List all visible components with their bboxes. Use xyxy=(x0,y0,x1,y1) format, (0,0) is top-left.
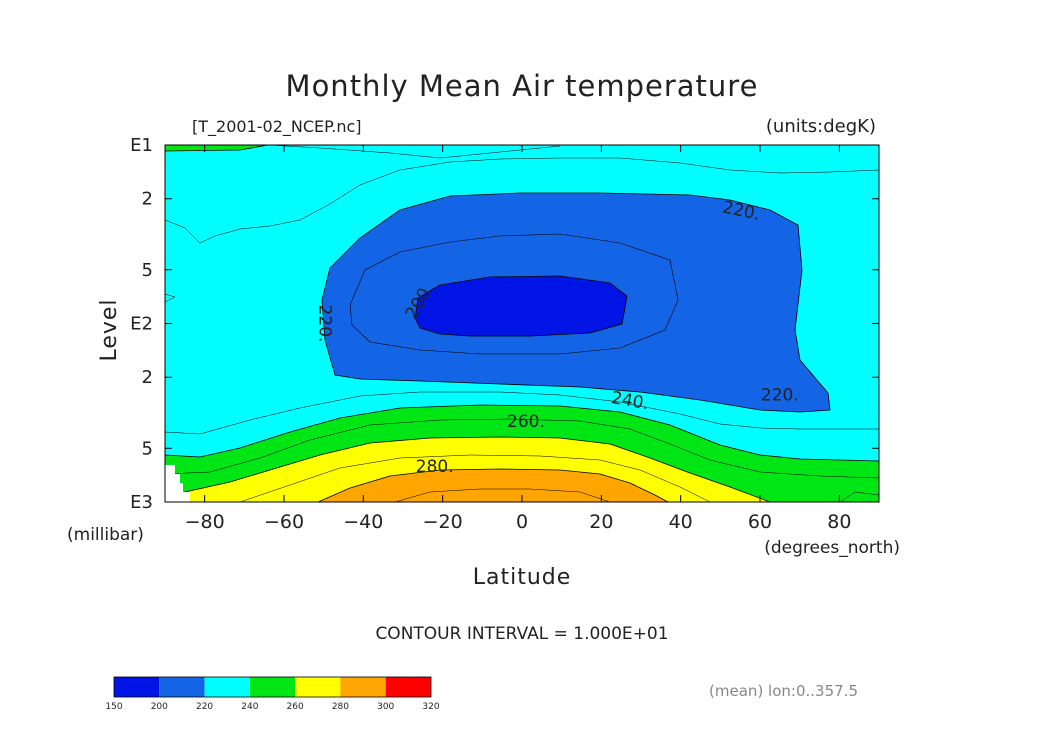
colorbar-swatch xyxy=(114,677,160,697)
colorbar-label: 150 xyxy=(105,702,122,712)
colorbar-label: 220 xyxy=(196,702,213,712)
y-axis-ticks: E1 2 5 E2 2 5 E3 xyxy=(130,135,879,513)
contour-label: 260. xyxy=(507,412,545,432)
contour-line-230-top xyxy=(165,157,879,244)
colorbar-swatch xyxy=(295,677,341,697)
contour-line-lt200 xyxy=(165,293,176,303)
x-tick-label: −40 xyxy=(343,511,383,533)
contour-line-230-top2 xyxy=(269,145,561,159)
x-tick-label: −60 xyxy=(264,511,304,533)
y-tick-label: 5 xyxy=(142,438,153,459)
contour-line-230-bottom xyxy=(165,391,879,435)
colorbar-swatch xyxy=(340,677,386,697)
contour-line-290 xyxy=(394,488,611,502)
contour-line-right-bottom xyxy=(839,491,879,502)
y-tick-label: E2 xyxy=(130,314,153,335)
footer-note: (mean) lon:0..357.5 xyxy=(709,682,858,700)
x-tick-label: −80 xyxy=(185,511,225,533)
y-tick-label: E3 xyxy=(130,492,153,513)
region-240-260-top xyxy=(165,145,269,152)
colorbar-label: 200 xyxy=(151,702,168,712)
colorbar-swatch xyxy=(385,677,431,697)
y-tick-label: 2 xyxy=(142,367,153,388)
colorbar-swatch xyxy=(249,677,296,697)
x-tick-label: −20 xyxy=(423,511,463,533)
y-tick-label: 2 xyxy=(142,189,153,210)
x-tick-label: 40 xyxy=(669,511,693,533)
colorbar-label: 320 xyxy=(422,702,439,712)
colorbar-label: 300 xyxy=(377,702,394,712)
y-tick-label: 5 xyxy=(142,260,153,281)
colorbar-label: 240 xyxy=(241,702,258,712)
contour-line-210 xyxy=(349,233,679,355)
colorbar-label: 260 xyxy=(287,702,304,712)
contour-interval-label: CONTOUR INTERVAL = 1.000E+01 xyxy=(375,624,668,644)
x-tick-label: 20 xyxy=(589,511,613,533)
colorbar: 150 200 220 240 260 280 300 320 xyxy=(105,676,440,712)
missing-data-cells xyxy=(165,465,190,502)
x-axis-title: Latitude xyxy=(473,565,572,590)
x-tick-label: 80 xyxy=(827,511,851,533)
region-280-300 xyxy=(317,468,669,502)
contour-line-250 xyxy=(165,418,879,479)
x-tick-label: 60 xyxy=(748,511,772,533)
contour-label: 280. xyxy=(416,457,454,477)
x-axis-units: (degrees_north) xyxy=(764,538,900,558)
x-tick-label: 0 xyxy=(516,511,528,533)
y-axis-units: (millibar) xyxy=(67,525,144,545)
colorbar-swatch xyxy=(204,677,250,697)
filled-contours xyxy=(165,145,879,502)
colorbar-label: 280 xyxy=(332,702,349,712)
colorbar-swatch xyxy=(159,677,205,697)
y-tick-label: E1 xyxy=(130,135,153,156)
contour-label: 220. xyxy=(761,385,799,405)
contour-label: 220. xyxy=(315,305,335,343)
x-axis-ticks: −80 −60 −40 −20 0 20 40 60 80 xyxy=(185,145,851,533)
units-label: (units:degK) xyxy=(766,116,876,137)
colorbar-frame xyxy=(113,676,432,698)
y-axis-title: Level xyxy=(97,298,122,361)
source-file-label: [T_2001-02_NCEP.nc] xyxy=(192,117,362,137)
chart-title: Monthly Mean Air temperature xyxy=(286,69,759,103)
contour-line-270 xyxy=(239,454,711,502)
region-lt200 xyxy=(414,275,628,337)
plot-area: −80 −60 −40 −20 0 20 40 60 80 E1 2 5 E2 2 5 E3 220. 220… xyxy=(130,135,880,533)
